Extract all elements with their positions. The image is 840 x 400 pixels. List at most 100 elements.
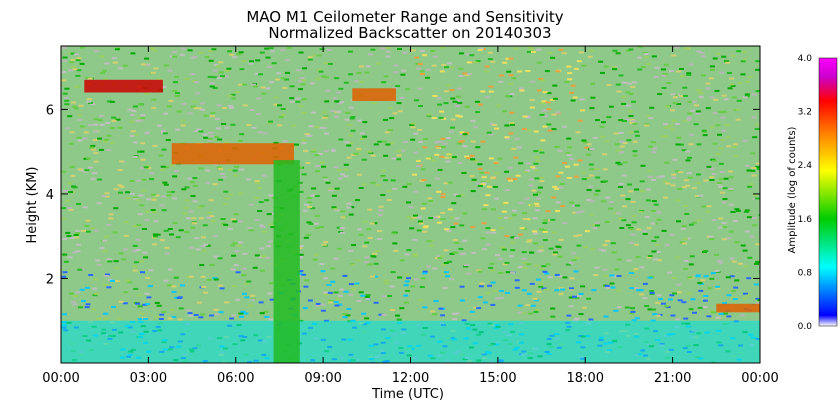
heatmap-cell [551,113,557,116]
heatmap-cell [270,50,276,53]
heatmap-cell [686,74,692,76]
heatmap-cell [492,124,498,126]
heatmap-cell [368,53,373,56]
x-tick-label: 00:00 [741,371,778,386]
heatmap-cell [655,301,661,304]
heatmap-cell [619,145,625,148]
heatmap-cell [142,251,148,254]
heatmap-cell [77,139,83,142]
heatmap-cell [509,255,515,258]
heatmap-cell [356,119,362,122]
heatmap-cell [407,183,412,186]
heatmap-cell [534,209,540,212]
feature-cloud-layer-main [171,143,294,165]
heatmap-cell [532,217,538,220]
heatmap-cell [87,102,93,104]
heatmap-cell [557,149,563,152]
heatmap-cell [117,169,123,171]
heatmap-cell [187,49,193,52]
heatmap-cell [382,140,387,143]
heatmap-cell [527,46,533,48]
x-tick-label: 06:00 [217,371,254,386]
heatmap-cell [555,70,561,73]
heatmap-cell [384,131,390,134]
x-axis-label: Time (UTC) [371,387,444,400]
heatmap-cell [206,278,212,281]
heatmap-cell [703,275,709,278]
heatmap-cell [138,260,144,263]
heatmap-cell [746,169,752,172]
heatmap-cell [663,305,669,308]
heatmap-cell [719,71,725,74]
heatmap-cell [595,189,601,192]
heatmap-cell [410,122,416,125]
heatmap-cell [632,81,638,84]
heatmap-cell [584,146,590,149]
heatmap-cell [628,48,634,51]
heatmap-cell [203,291,208,294]
heatmap-cell [102,239,108,242]
heatmap-cell [111,116,117,119]
heatmap-cell [580,285,586,288]
heatmap-cell [265,256,271,259]
heatmap-cell [149,172,155,175]
heatmap-cell [346,144,352,147]
heatmap-cell [478,103,484,106]
heatmap-cell [314,214,320,217]
heatmap-cell [541,229,547,232]
heatmap-cell [190,57,196,59]
heatmap-cell [435,177,440,180]
heatmap-cell [109,141,115,144]
heatmap-cell [479,282,485,285]
heatmap-cell [207,75,213,78]
heatmap-cell [720,116,726,119]
heatmap-cell [418,222,424,225]
heatmap-cell [469,175,475,177]
heatmap-cell [231,254,237,257]
heatmap-cell [365,294,371,297]
heatmap-cell [447,181,453,184]
heatmap-cell [449,89,455,92]
heatmap-cell [618,182,624,185]
heatmap-cell [75,74,81,77]
heatmap-cell [367,208,373,211]
heatmap-cell [687,100,693,103]
heatmap-cell [661,68,666,71]
heatmap-cell [621,102,627,105]
heatmap-cell [173,81,178,84]
heatmap-cell [698,92,704,95]
heatmap-cell [555,175,561,178]
heatmap-cell [484,171,490,174]
heatmap-cell [667,124,673,127]
heatmap-cell [706,205,712,208]
heatmap-cell [554,274,560,276]
heatmap-cell [156,304,162,307]
heatmap-cell [130,130,136,133]
heatmap-cell [141,189,147,192]
heatmap-cell [392,187,398,190]
heatmap-cell [280,77,286,80]
heatmap-cell [594,221,600,224]
heatmap-cell [71,251,77,254]
heatmap-cell [554,187,560,190]
heatmap-cell [246,124,252,126]
heatmap-cell [602,168,608,171]
heatmap-cell [443,249,449,252]
heatmap-cell [510,249,516,252]
heatmap-cell [123,291,129,294]
heatmap-cell [174,95,180,97]
heatmap-cell [745,294,751,297]
heatmap-cell [280,114,286,116]
heatmap-cell [630,270,636,273]
heatmap-cell [492,289,498,292]
heatmap-cell [470,226,476,229]
heatmap-cell [328,189,334,192]
heatmap-cell [644,305,650,307]
heatmap-cell [355,259,361,262]
heatmap-cell [560,288,565,291]
heatmap-cell [61,71,66,74]
heatmap-cell [475,182,481,185]
heatmap-cell [62,313,68,316]
heatmap-cell [78,104,84,107]
heatmap-cell [265,245,271,248]
